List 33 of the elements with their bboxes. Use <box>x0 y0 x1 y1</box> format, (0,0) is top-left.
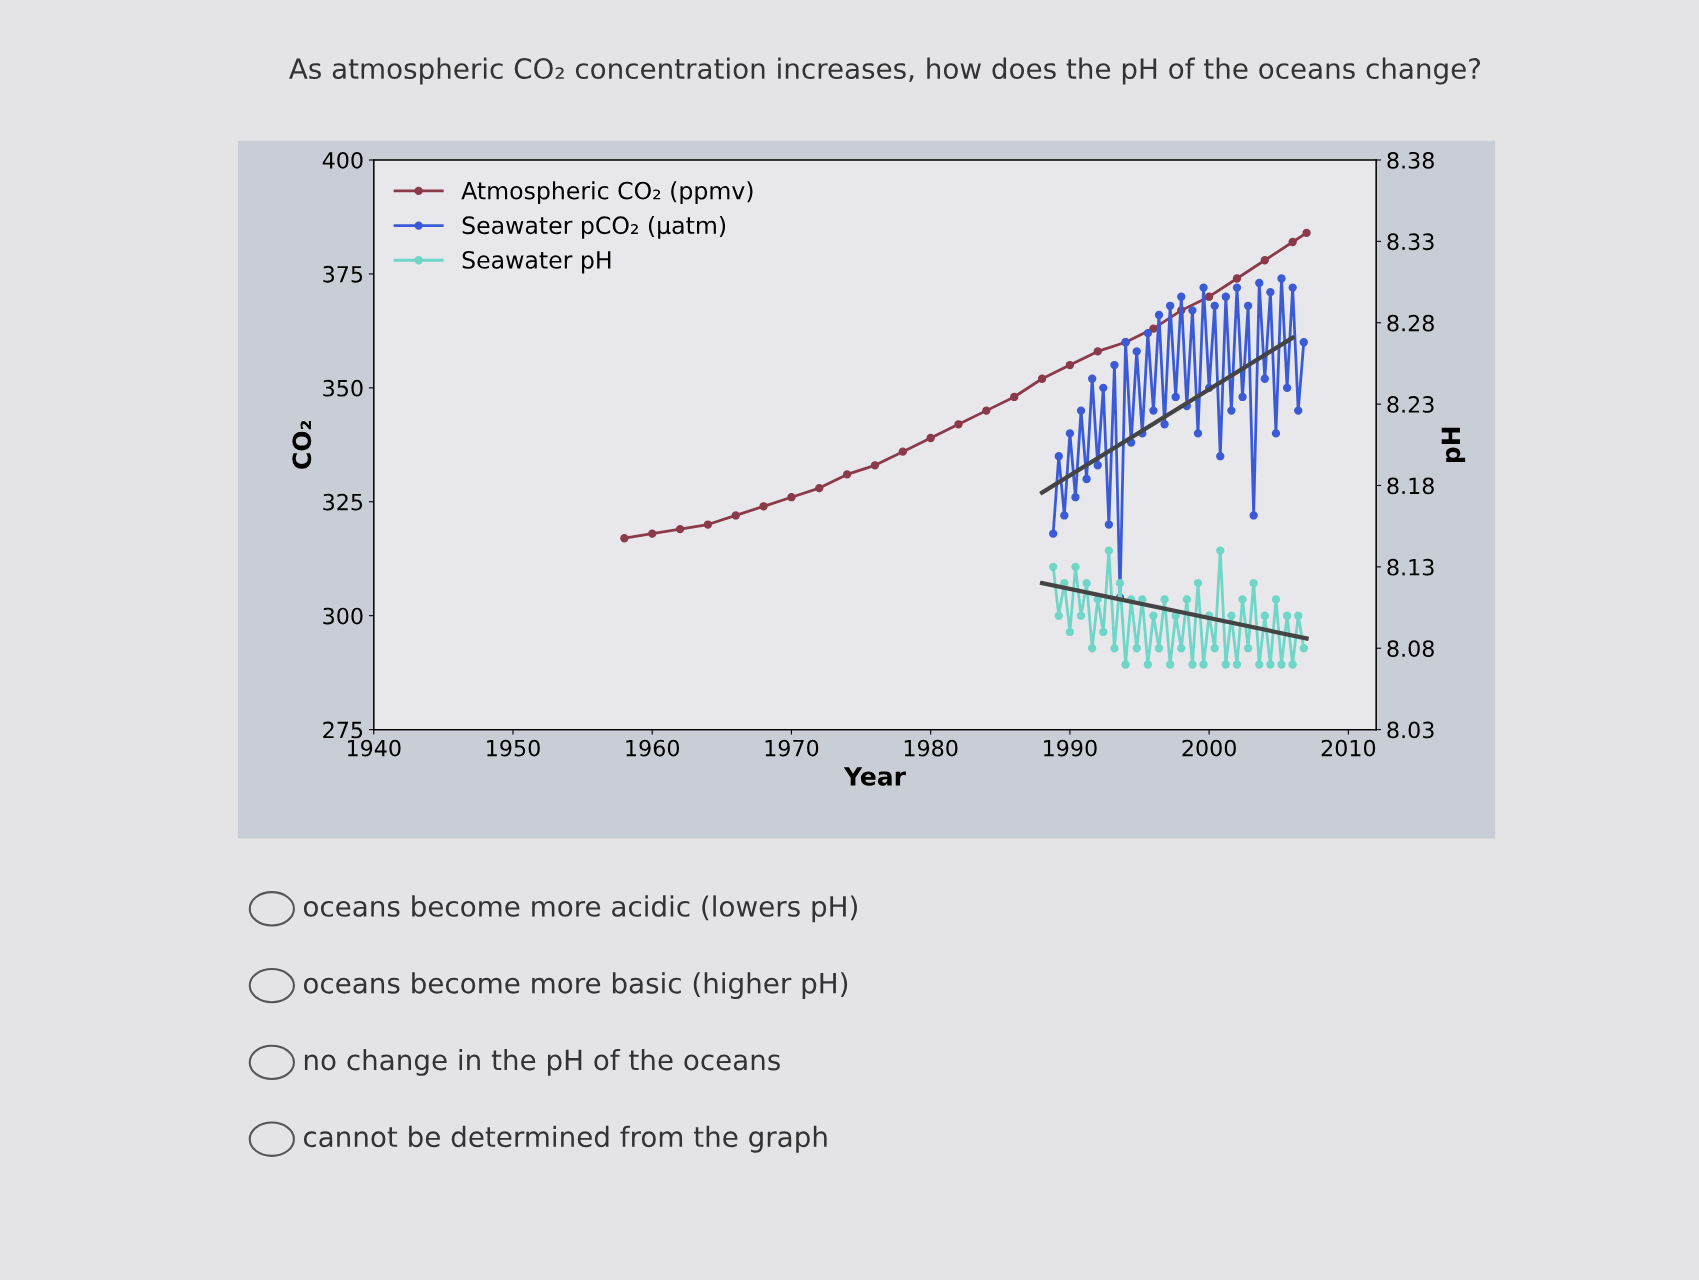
y2-tick-label: 8.38 <box>1387 151 1434 169</box>
text: cannot be determined from the graph <box>303 1125 827 1153</box>
y-tick-label: 350 <box>323 379 363 397</box>
legend-label: Atmospheric CO₂ (ppmv) <box>461 181 753 205</box>
y2-axis-title: pH <box>1441 427 1466 463</box>
y2-tick-label: 8.13 <box>1387 558 1434 576</box>
y2-tick-label: 8.18 <box>1387 477 1434 495</box>
x-tick-label: 1980 <box>904 739 958 757</box>
y2-tick-label: 8.28 <box>1387 314 1434 332</box>
text: oceans become more basic (higher pH) <box>303 972 848 1000</box>
x-tick-label: 1940 <box>347 739 401 757</box>
y-tick-label: 275 <box>323 721 363 739</box>
y-tick-label: 300 <box>323 607 363 625</box>
x-tick-label: 1960 <box>626 739 680 757</box>
text: no change in the pH of the oceans <box>304 1048 780 1076</box>
legend-label: Seawater pH <box>462 250 611 274</box>
y2-tick-label: 8.08 <box>1387 640 1434 657</box>
y-axis-title: CO₂ <box>292 420 312 469</box>
y2-tick-label: 8.33 <box>1387 233 1434 251</box>
y-tick-label: 400 <box>322 151 363 169</box>
legend-label: Seawater pCO₂ (µatm) <box>462 215 726 239</box>
x-tick-label: 1950 <box>487 739 540 757</box>
x-tick-label: 2010 <box>1321 739 1376 757</box>
x-tick-label: 1990 <box>1044 739 1097 757</box>
x-tick-label: 1970 <box>765 739 819 757</box>
text: oceans become more acidic (lowers pH) <box>303 895 857 923</box>
x-tick-label: 2000 <box>1182 739 1236 757</box>
x-axis-title: Year <box>843 767 906 786</box>
y-tick-label: 325 <box>323 493 363 511</box>
chart-title: As atmospheric CO₂ concentration increases, how does the pH of the oceans change? <box>289 57 1481 85</box>
y2-tick-label: 8.03 <box>1387 721 1434 739</box>
y2-tick-label: 8.23 <box>1387 396 1434 413</box>
y-tick-label: 375 <box>323 265 363 283</box>
